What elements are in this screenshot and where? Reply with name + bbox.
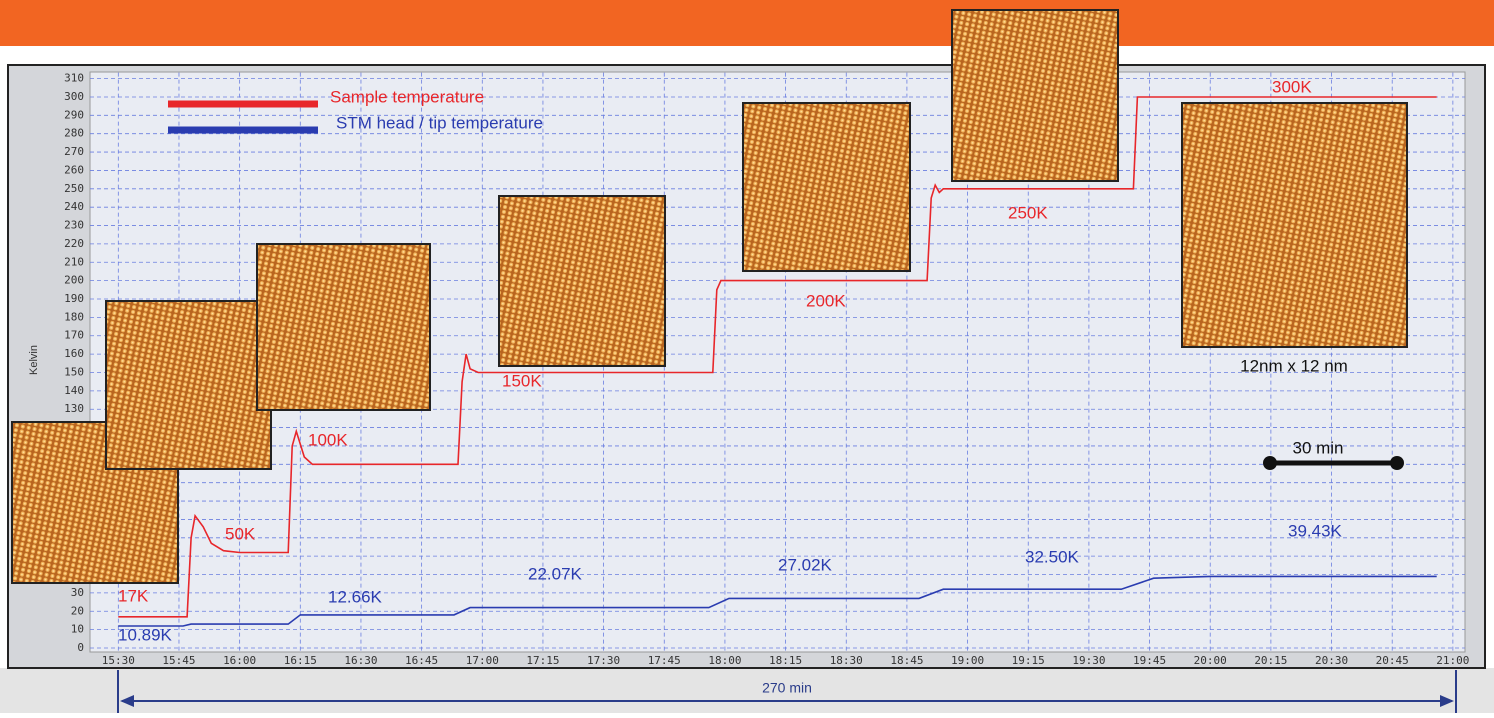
tip-temp-label: 27.02K [778,555,833,574]
y-tick-label: 310 [64,72,84,85]
sample-temp-label: 100K [308,430,348,449]
x-tick-label: 17:45 [648,654,681,667]
y-tick-label: 270 [64,145,84,158]
y-tick-label: 0 [77,641,84,654]
x-tick-label: 17:15 [526,654,559,667]
x-tick-label: 20:45 [1376,654,1409,667]
x-tick-label: 19:00 [951,654,984,667]
stm-image [257,244,430,410]
y-tick-label: 190 [64,292,84,305]
y-tick-label: 250 [64,182,84,195]
y-axis-label: Kelvin [28,345,40,375]
x-tick-label: 15:45 [162,654,195,667]
legend-label: STM head / tip temperature [336,113,543,132]
scale-bar-end [1390,456,1404,470]
sample-temp-label: 250K [1008,203,1048,222]
y-tick-label: 160 [64,347,84,360]
stm-image [499,196,665,366]
x-tick-label: 19:15 [1012,654,1045,667]
y-tick-label: 130 [64,402,84,415]
x-tick-label: 16:30 [344,654,377,667]
y-tick-label: 260 [64,163,84,176]
x-tick-label: 18:45 [890,654,923,667]
x-tick-label: 16:45 [405,654,438,667]
y-tick-label: 230 [64,219,84,232]
footer-band [0,668,1494,713]
y-tick-label: 140 [64,384,84,397]
sample-temp-label: 17K [118,586,149,605]
x-tick-label: 18:00 [708,654,741,667]
x-tick-label: 16:00 [223,654,256,667]
y-tick-label: 300 [64,90,84,103]
x-tick-label: 21:00 [1436,654,1469,667]
x-tick-label: 19:45 [1133,654,1166,667]
x-tick-label: 18:15 [769,654,802,667]
x-tick-label: 15:30 [102,654,135,667]
sample-temp-label: 300K [1272,77,1312,96]
image-size-label: 12nm x 12 nm [1240,356,1348,375]
y-tick-label: 240 [64,200,84,213]
x-tick-label: 20:30 [1315,654,1348,667]
stm-image [952,10,1118,181]
y-tick-label: 10 [71,623,84,636]
x-tick-label: 20:00 [1194,654,1227,667]
sample-temp-label: 200K [806,291,846,310]
tip-temp-label: 10.89K [118,625,173,644]
sample-temp-label: 50K [225,524,256,543]
x-tick-label: 18:30 [830,654,863,667]
sample-temp-label: 150K [502,371,542,390]
header-band [0,0,1494,46]
duration-label: 270 min [762,680,812,696]
x-tick-label: 16:15 [284,654,317,667]
stm-image [1182,103,1407,347]
y-tick-label: 170 [64,329,84,342]
tip-temp-label: 39.43K [1288,521,1343,540]
stm-image [106,301,271,469]
tip-temp-label: 32.50K [1025,547,1080,566]
y-tick-label: 210 [64,255,84,268]
tip-temp-label: 22.07K [528,564,583,583]
y-tick-label: 200 [64,274,84,287]
y-tick-label: 20 [71,604,84,617]
y-tick-label: 220 [64,237,84,250]
y-tick-label: 180 [64,310,84,323]
legend-label: Sample temperature [330,87,484,106]
y-tick-label: 150 [64,365,84,378]
x-tick-label: 17:00 [466,654,499,667]
chart: Kelvin 010203040506070809010011012013014… [0,0,1494,713]
y-tick-label: 30 [71,586,84,599]
scale-bar-label: 30 min [1292,438,1343,457]
scale-bar-end [1263,456,1277,470]
x-tick-label: 17:30 [587,654,620,667]
y-tick-label: 280 [64,127,84,140]
x-tick-label: 19:30 [1072,654,1105,667]
x-tick-label: 20:15 [1254,654,1287,667]
y-tick-label: 290 [64,108,84,121]
stm-image [743,103,910,271]
tip-temp-label: 12.66K [328,587,383,606]
